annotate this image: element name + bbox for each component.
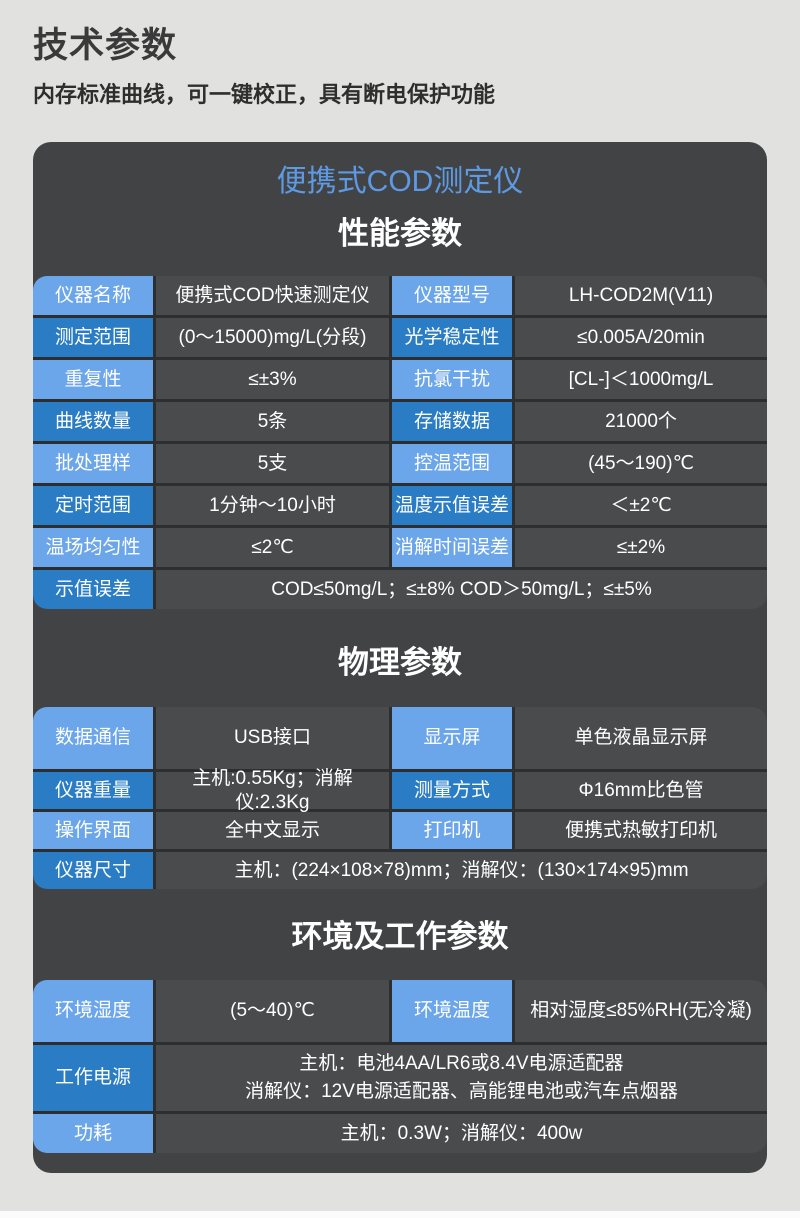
spec-label: 仪器重量 [33,772,153,809]
performance-table: 仪器名称 便携式COD快速测定仪 仪器型号 LH-COD2M(V11) 测定范围… [33,276,767,609]
spec-label: 工作电源 [33,1045,153,1111]
page-header: 技术参数 内存标准曲线，可一键校正，具有断电保护功能 [0,0,800,110]
spec-value: 相对湿度≤85%RH(无冷凝) [515,980,767,1042]
spec-label: 显示屏 [392,707,512,769]
section-heading-environment: 环境及工作参数 [291,919,509,954]
section-heading-performance: 性能参数 [338,216,462,251]
section-heading-physical: 物理参数 [338,645,462,680]
spec-value: ≤±2% [515,528,767,567]
spec-value-span: COD≤50mg/L；≤±8% COD＞50mg/L；≤±5% [156,570,767,609]
spec-label: 消解时间误差 [392,528,512,567]
spec-value: Φ16mm比色管 [515,772,767,809]
spec-value: ＜±2℃ [515,486,767,525]
spec-value-span: 主机：(224×108×78)mm；消解仪：(130×174×95)mm [156,852,767,889]
spec-label: 光学稳定性 [392,318,512,357]
spec-value: ≤±3% [156,360,389,399]
spec-value: ≤2℃ [156,528,389,567]
spec-value: USB接口 [156,707,389,769]
spec-value: 单色液晶显示屏 [515,707,767,769]
spec-label: 仪器型号 [392,276,512,315]
spec-value: (5～40)℃ [156,980,389,1042]
spec-value: 主机:0.55Kg；消解仪:2.3Kg [156,768,389,813]
spec-value-line: 主机：电池4AA/LR6或8.4V电源适配器 [299,1053,624,1075]
spec-value: LH-COD2M(V11) [515,276,767,315]
spec-label: 温度示值误差 [392,486,512,525]
spec-label: 重复性 [33,360,153,399]
spec-label: 操作界面 [33,812,153,849]
spec-label: 环境温度 [392,980,512,1042]
spec-label: 存储数据 [392,402,512,441]
spec-value: (0～15000)mg/L(分段) [156,318,389,357]
spec-value: ≤0.005A/20min [515,318,767,357]
spec-value-span: 主机：电池4AA/LR6或8.4V电源适配器 消解仪：12V电源适配器、高能锂电… [156,1045,767,1111]
spec-label: 示值误差 [33,570,153,609]
bottom-strip [0,1211,800,1218]
spec-label: 仪器名称 [33,276,153,315]
spec-value: [CL-]＜1000mg/L [515,360,767,399]
spec-value: 5支 [156,444,389,483]
spec-label: 控温范围 [392,444,512,483]
spec-value: 便携式热敏打印机 [515,812,767,849]
spec-value: 便携式COD快速测定仪 [156,276,389,315]
page-title: 技术参数 [33,26,178,65]
spec-value: 21000个 [515,402,767,441]
page-subtitle: 内存标准曲线，可一键校正，具有断电保护功能 [33,82,496,107]
spec-panel: 便携式COD测定仪 性能参数 仪器名称 便携式COD快速测定仪 仪器型号 LH-… [33,142,767,1173]
spec-label: 功耗 [33,1114,153,1153]
spec-value: (45～190)℃ [515,444,767,483]
spec-value-span: 主机：0.3W；消解仪：400w [156,1114,767,1153]
spec-label: 曲线数量 [33,402,153,441]
spec-label: 定时范围 [33,486,153,525]
spec-value: 全中文显示 [156,812,389,849]
spec-label: 环境湿度 [33,980,153,1042]
spec-label: 测定范围 [33,318,153,357]
spec-value-line: 消解仪：12V电源适配器、高能锂电池或汽车点烟器 [245,1081,678,1102]
spec-label: 打印机 [392,812,512,849]
spec-label: 数据通信 [33,707,153,769]
physical-table: 数据通信 USB接口 显示屏 单色液晶显示屏 仪器重量 主机:0.55Kg；消解… [33,707,767,889]
product-title: 便携式COD测定仪 [276,165,524,198]
spec-value: 5条 [156,402,389,441]
environment-table: 环境湿度 (5～40)℃ 环境温度 相对湿度≤85%RH(无冷凝) 工作电源 主… [33,980,767,1153]
spec-label: 测量方式 [392,772,512,809]
spec-label: 仪器尺寸 [33,852,153,889]
spec-value: 1分钟～10小时 [156,486,389,525]
spec-label: 批处理样 [33,444,153,483]
spec-label: 抗氯干扰 [392,360,512,399]
spec-label: 温场均匀性 [33,528,153,567]
